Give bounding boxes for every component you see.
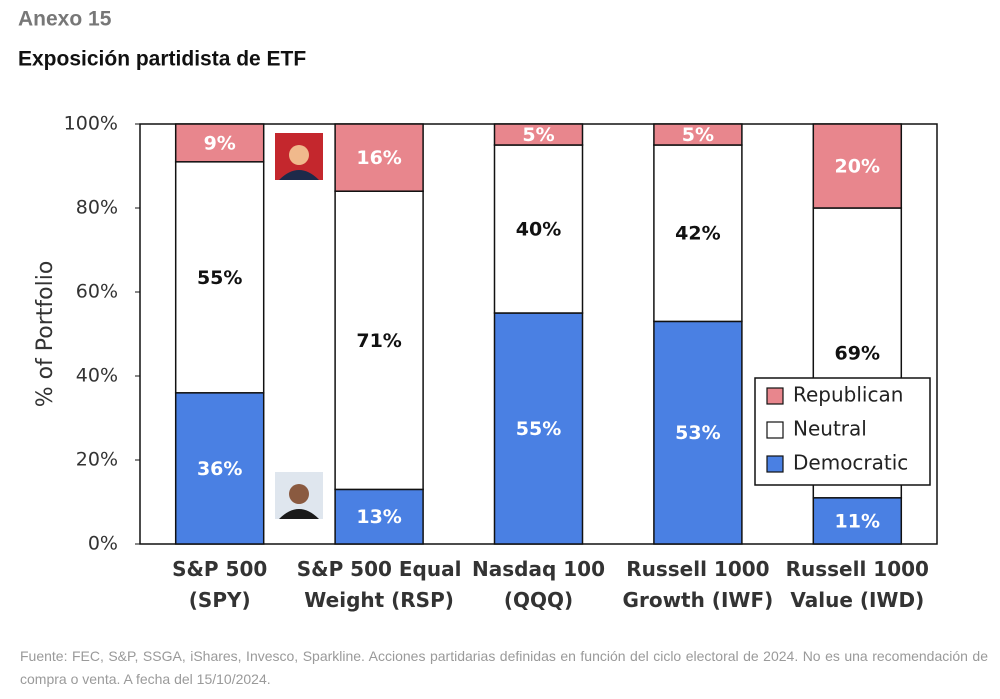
y-tick-label: 100% [64, 113, 118, 135]
data-label: 5% [682, 124, 714, 146]
x-tick-label-line: (QQQ) [504, 588, 573, 612]
bar-segment [493, 123, 584, 146]
x-tick-label-line: Russell 1000 [626, 557, 769, 581]
legend-label: Republican [793, 383, 903, 407]
data-label: 53% [675, 422, 720, 444]
data-label: 20% [835, 156, 880, 178]
data-label: 55% [516, 418, 561, 440]
data-label: 40% [516, 219, 561, 241]
y-tick-label: 20% [76, 449, 118, 471]
data-label: 55% [197, 267, 242, 289]
x-tick-label-line: Nasdaq 100 [472, 557, 605, 581]
bar-segment [174, 161, 265, 394]
x-tick-label: S&P 500 Equal Weight (RSP) [297, 557, 462, 612]
data-label: 5% [522, 124, 554, 146]
x-tick-label: S&P 500 (SPY) [172, 557, 267, 612]
x-tick-label-line: S&P 500 Equal [297, 557, 462, 581]
y-tick-label: 60% [76, 281, 118, 303]
x-tick-label-line: Growth (IWF) [623, 588, 774, 612]
chart: Anexo 15 Exposición partidista de ETF % … [18, 8, 938, 612]
source-note: Fuente: FEC, S&P, SSGA, iShares, Invesco… [20, 648, 988, 687]
legend-swatch [766, 421, 784, 439]
y-tick-label: 0% [88, 533, 118, 555]
legend-box [754, 377, 931, 486]
data-label: 11% [835, 510, 880, 532]
legend-label: Neutral [793, 417, 867, 441]
chart-title: Exposición partidista de ETF [18, 48, 306, 71]
data-label: 9% [204, 132, 236, 154]
bar-segment [812, 497, 903, 545]
data-label: 71% [356, 330, 401, 352]
x-tick-label: Russell 1000 Growth (IWF) [623, 557, 774, 612]
bar-segment [174, 392, 265, 545]
data-label: 13% [356, 506, 401, 528]
photo-icon [275, 133, 323, 180]
data-label: 36% [197, 458, 242, 480]
x-tick-label-line: (SPY) [189, 588, 251, 612]
x-tick-label: Russell 1000 Value (IWD) [786, 557, 929, 612]
bar-segment [653, 123, 743, 146]
data-label: 69% [835, 342, 880, 364]
x-tick-label-line: S&P 500 [172, 557, 267, 581]
x-tick-label-line: Russell 1000 [786, 557, 929, 581]
x-tick-label-line: Value (IWD) [790, 588, 924, 612]
y-axis-label: % of Portfolio [33, 261, 58, 408]
kicker: Anexo 15 [18, 8, 112, 31]
bar-segment [493, 312, 584, 545]
bar-segment [653, 320, 743, 545]
data-label: 42% [675, 223, 720, 245]
legend-swatch [766, 455, 784, 473]
x-tick-label: Nasdaq 100 (QQQ) [472, 557, 605, 612]
bar-segment [653, 144, 743, 323]
y-tick-label: 40% [76, 365, 118, 387]
y-tick-label: 80% [76, 197, 118, 219]
bar-segment [174, 123, 265, 163]
bar-segment [334, 190, 424, 491]
photo-icon [275, 472, 323, 519]
bar-segment [812, 123, 903, 209]
x-tick-label-line: Weight (RSP) [304, 588, 454, 612]
legend-label: Democratic [793, 451, 908, 475]
legend-swatch [766, 387, 784, 405]
bar-segment [334, 123, 424, 192]
data-label: 16% [356, 147, 401, 169]
bar-segment [493, 144, 584, 314]
